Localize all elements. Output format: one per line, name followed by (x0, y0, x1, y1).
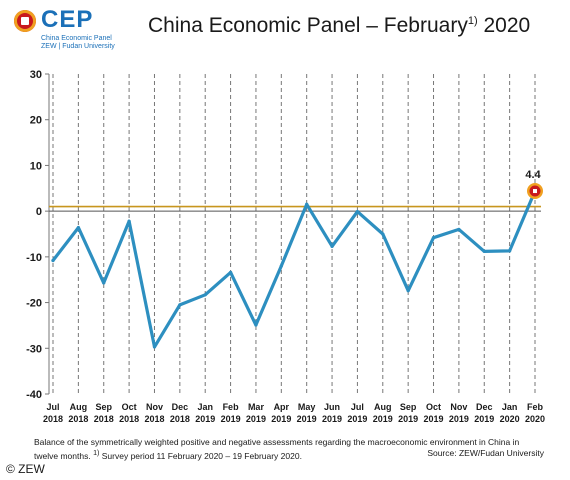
data-label: 4.4 (525, 169, 541, 181)
x-tick-label-month: Jun (324, 402, 340, 412)
data-point (102, 281, 106, 285)
x-tick-label-month: Nov (450, 402, 467, 412)
x-tick-label-year: 2019 (449, 414, 469, 424)
caption-line2: twelve months. (34, 450, 91, 461)
y-tick-label: 20 (30, 115, 42, 127)
x-tick-label-year: 2019 (271, 414, 291, 424)
cep-logo: CEP China Economic Panel ZEW | Fudan Uni… (14, 6, 134, 52)
data-point (279, 264, 283, 268)
data-point (431, 236, 436, 240)
x-tick-label-year: 2018 (94, 414, 114, 424)
logo-subtitle: China Economic Panel (41, 35, 112, 42)
data-point (381, 232, 385, 236)
data-point (178, 303, 182, 307)
x-tick-label-month: Jan (502, 402, 518, 412)
x-tick-label-month: Apr (274, 402, 290, 412)
x-tick-label-month: Mar (248, 402, 265, 412)
x-tick-label-month: Jan (197, 402, 213, 412)
x-tick-label-year: 2018 (43, 414, 63, 424)
x-tick-label-month: Oct (122, 402, 137, 412)
x-tick-label-year: 2019 (322, 414, 342, 424)
x-tick-label-year: 2019 (195, 414, 215, 424)
y-tick-label: -10 (26, 252, 42, 264)
x-tick-label-year: 2019 (373, 414, 393, 424)
data-point (76, 226, 80, 230)
x-tick-label-year: 2019 (474, 414, 494, 424)
x-tick-label-month: Sep (95, 402, 112, 412)
x-tick-label-month: Nov (146, 402, 163, 412)
x-tick-label-year: 2019 (297, 414, 317, 424)
chart-title: China Economic Panel – February1) 2020 (148, 14, 530, 38)
chart-title-footnote-mark: 1) (467, 15, 478, 27)
highlight-marker-center (533, 189, 537, 194)
chart-source: Source: ZEW/Fudan University (427, 448, 544, 458)
y-tick-label: -30 (26, 343, 42, 355)
data-point (406, 289, 410, 293)
data-point (51, 258, 55, 263)
y-tick-label: -20 (26, 298, 42, 310)
x-tick-label-year: 2019 (424, 414, 444, 424)
x-tick-label-year: 2018 (68, 414, 88, 424)
x-tick-label-month: Sep (400, 402, 417, 412)
chart-title-main: China Economic Panel – February (148, 14, 468, 37)
data-point (508, 249, 512, 253)
y-tick-label: -40 (26, 389, 42, 401)
cep-logo-mark-icon (14, 10, 36, 32)
data-point (305, 202, 309, 206)
data-point (457, 227, 461, 232)
x-tick-label-year: 2019 (221, 414, 241, 424)
x-tick-label-year: 2018 (144, 414, 164, 424)
caption-footnote-mark: 1) (93, 449, 100, 457)
x-tick-label-month: Aug (374, 402, 392, 412)
data-point (228, 270, 233, 274)
data-point (203, 293, 207, 297)
logo-affiliation: ZEW | Fudan University (41, 43, 115, 50)
caption-footnote: Survey period 11 February 2020 – 19 Febr… (101, 450, 302, 461)
x-tick-label-year: 2018 (170, 414, 190, 424)
x-tick-label-month: Aug (70, 402, 88, 412)
chart-caption: Balance of the symmetrically weighted po… (34, 437, 544, 462)
x-tick-label-year: 2019 (347, 414, 367, 424)
x-tick-label-month: Jul (46, 402, 59, 412)
x-tick-label-month: Dec (476, 402, 493, 412)
x-tick-label-month: Feb (223, 402, 240, 412)
x-tick-label-month: Feb (527, 402, 544, 412)
x-tick-label-year: 2019 (246, 414, 266, 424)
data-point (152, 345, 157, 349)
x-tick-label-year: 2019 (398, 414, 418, 424)
data-point (254, 323, 258, 327)
x-tick-label-month: Oct (426, 402, 441, 412)
line-chart: -40 -30 -20 -10 0 10 20 30 4.4 Jul 2018 Aug 2018 Sep 2… (26, 69, 545, 424)
data-point (482, 249, 486, 253)
copyright-notice: © ZEW (6, 462, 45, 476)
caption-line1: Balance of the symmetrically weighted po… (34, 437, 520, 447)
x-tick-label-year: 2020 (500, 414, 520, 424)
x-tick-label-year: 2020 (525, 414, 545, 424)
x-tick-label-month: Jul (351, 402, 364, 412)
y-tick-label: 30 (30, 69, 42, 81)
series-line (51, 189, 537, 349)
x-tick-label-year: 2018 (119, 414, 139, 424)
data-point (355, 210, 360, 214)
y-tick-label: 0 (36, 206, 42, 218)
x-tick-label-month: Dec (172, 402, 189, 412)
logo-name: CEP (41, 6, 94, 33)
data-point (127, 219, 131, 223)
data-point (330, 244, 334, 248)
x-tick-label-month: May (298, 402, 316, 412)
chart-title-year: 2020 (483, 14, 531, 37)
y-tick-label: 10 (30, 160, 42, 172)
